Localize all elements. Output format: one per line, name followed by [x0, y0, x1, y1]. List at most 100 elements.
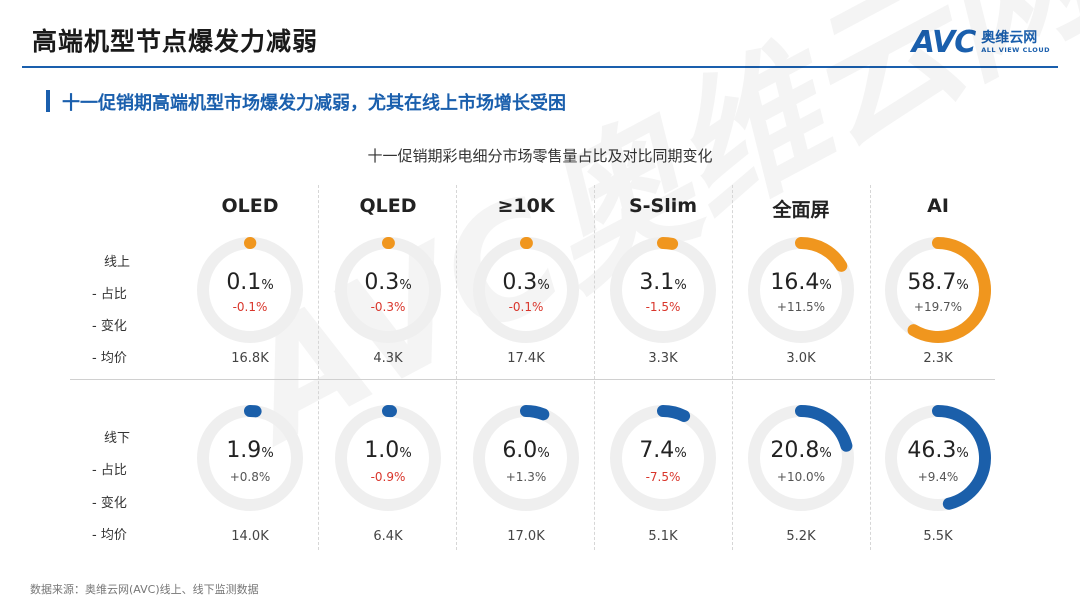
change-value: +0.8%	[229, 470, 271, 484]
category-label: 全面屏	[772, 199, 830, 221]
change-value: +11.5%	[776, 300, 826, 314]
avg-price-value: 17.4K	[507, 351, 545, 366]
category-label: ≥10K	[497, 195, 555, 217]
change-value: +19.7%	[913, 300, 963, 314]
share-value: 46.3%	[870, 438, 1006, 463]
column-divider	[870, 185, 871, 550]
column-divider	[456, 185, 457, 550]
share-number: 1.9	[226, 438, 262, 463]
donut-arc-offline	[932, 405, 992, 510]
donut-arc-online	[657, 236, 679, 250]
column-divider	[732, 185, 733, 550]
avg-price-value: 16.8K	[231, 351, 269, 366]
row-label-offline: - 占比	[92, 463, 127, 478]
donut-track	[335, 405, 441, 511]
subtitle: 十一促销期高端机型市场爆发力减弱，尤其在线上市场增长受困	[62, 93, 566, 114]
avg-price-value: 3.0K	[786, 351, 816, 366]
row-label-offline: - 变化	[92, 496, 127, 511]
donut-track	[197, 405, 303, 511]
share-number: 0.3	[364, 270, 400, 295]
avg-price-value: 2.3K	[923, 351, 953, 366]
share-value: 1.0%	[320, 438, 456, 463]
share-number: 16.4	[770, 270, 820, 295]
row-label-offline: 线下	[104, 431, 131, 446]
share-number: 58.7	[907, 270, 957, 295]
share-number: 0.1	[226, 270, 262, 295]
logo-chinese-name: 奥维云网	[981, 29, 1038, 46]
page-title: 高端机型节点爆发力减弱	[32, 27, 319, 56]
share-value: 0.3%	[320, 270, 456, 295]
share-number: 46.3	[907, 438, 957, 463]
avg-price-value: 6.4K	[373, 529, 403, 544]
row-label-offline: - 均价	[92, 528, 127, 543]
donut-arc-online	[795, 237, 848, 272]
row-label-online: - 占比	[92, 287, 127, 302]
share-unit: %	[819, 278, 832, 293]
subtitle-accent-bar	[46, 90, 50, 112]
avg-price-value: 5.5K	[923, 529, 953, 544]
change-value: -7.5%	[645, 470, 681, 484]
share-unit: %	[674, 446, 687, 461]
donut-arc-online	[907, 237, 991, 343]
donut-arc-offline	[795, 405, 853, 452]
row-label-online: 线上	[104, 255, 131, 270]
share-number: 3.1	[639, 270, 675, 295]
donut-track	[335, 237, 441, 343]
share-value: 20.8%	[733, 438, 869, 463]
share-value: 16.4%	[733, 270, 869, 295]
share-value: 7.4%	[595, 438, 731, 463]
donut-track	[473, 237, 579, 343]
donut-track	[610, 237, 716, 343]
share-number: 6.0	[502, 438, 538, 463]
share-unit: %	[399, 278, 412, 293]
donut-track	[610, 405, 716, 511]
share-value: 0.3%	[458, 270, 594, 295]
share-value: 58.7%	[870, 270, 1006, 295]
category-label: AI	[927, 195, 949, 217]
share-value: 6.0%	[458, 438, 594, 463]
avc-logo: AVC 奥维云网 ALL VIEW CLOUD	[912, 24, 1050, 60]
share-unit: %	[261, 278, 274, 293]
avg-price-value: 3.3K	[648, 351, 678, 366]
share-value: 1.9%	[182, 438, 318, 463]
avg-price-value: 4.3K	[373, 351, 403, 366]
row-divider	[70, 379, 995, 380]
share-unit: %	[537, 446, 550, 461]
change-value: +9.4%	[917, 470, 959, 484]
column-divider	[318, 185, 319, 550]
share-unit: %	[674, 278, 687, 293]
change-value: -0.9%	[370, 470, 406, 484]
avg-price-value: 14.0K	[231, 529, 269, 544]
row-label-online: - 均价	[92, 351, 127, 366]
donut-arc-offline	[657, 405, 691, 422]
share-number: 0.3	[502, 270, 538, 295]
share-value: 3.1%	[595, 270, 731, 295]
column-divider	[594, 185, 595, 550]
logo-english-name: ALL VIEW CLOUD	[981, 45, 1050, 54]
share-unit: %	[537, 278, 550, 293]
share-unit: %	[399, 446, 412, 461]
share-value: 0.1%	[182, 270, 318, 295]
header-divider	[22, 66, 1058, 68]
avg-price-value: 17.0K	[507, 529, 545, 544]
change-value: -0.3%	[370, 300, 406, 314]
share-number: 20.8	[770, 438, 820, 463]
donut-track	[197, 237, 303, 343]
change-value: +1.3%	[505, 470, 547, 484]
chart-title: 十一促销期彩电细分市场零售量占比及对比同期变化	[367, 147, 713, 165]
avg-price-value: 5.1K	[648, 529, 678, 544]
footnote: 数据来源：奥维云网(AVC)线上、线下监测数据	[30, 583, 259, 596]
category-label: S-Slim	[628, 195, 698, 217]
avg-price-value: 5.2K	[786, 529, 816, 544]
change-value: +10.0%	[776, 470, 826, 484]
category-label: OLED	[221, 195, 279, 217]
category-label: QLED	[359, 195, 417, 217]
share-unit: %	[261, 446, 274, 461]
change-value: -1.5%	[645, 300, 681, 314]
share-unit: %	[956, 446, 969, 461]
share-number: 7.4	[639, 438, 675, 463]
logo-avc-text: AVC	[911, 24, 976, 60]
change-value: -0.1%	[232, 300, 268, 314]
donut-track	[473, 405, 579, 511]
